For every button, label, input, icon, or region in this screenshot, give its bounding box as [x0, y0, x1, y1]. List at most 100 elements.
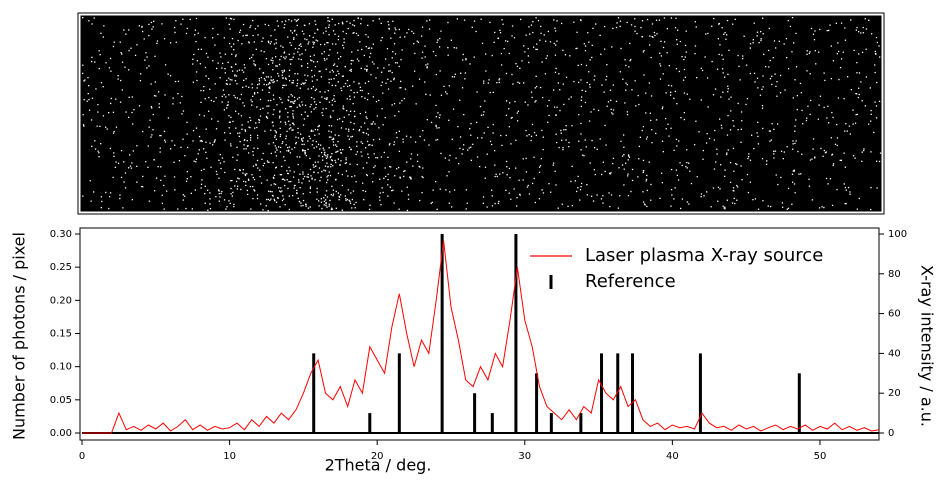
- detector-dot: [852, 155, 855, 157]
- detector-dot: [267, 210, 269, 212]
- detector-dot: [297, 197, 299, 199]
- detector-dot: [310, 59, 312, 61]
- detector-dot: [226, 104, 228, 106]
- detector-dot: [94, 148, 97, 150]
- detector-dot: [295, 136, 297, 138]
- detector-dot: [289, 170, 291, 172]
- detector-dot: [580, 63, 583, 66]
- detector-dot: [224, 72, 226, 74]
- detector-dot: [749, 159, 752, 161]
- detector-dot: [275, 42, 277, 44]
- detector-dot: [326, 97, 328, 99]
- detector-dot: [229, 202, 231, 205]
- detector-dot: [200, 169, 203, 172]
- detector-dot: [437, 112, 439, 114]
- detector-dot: [318, 200, 320, 202]
- detector-dot: [350, 89, 352, 91]
- detector-dot: [424, 56, 426, 58]
- detector-dot: [275, 167, 277, 169]
- detector-dot: [243, 180, 245, 183]
- detector-dot: [311, 76, 313, 78]
- detector-dot: [321, 207, 323, 210]
- detector-dot: [655, 119, 658, 121]
- detector-dot: [410, 176, 412, 178]
- detector-dot: [792, 97, 794, 99]
- detector-dot: [218, 200, 220, 202]
- detector-dot: [542, 136, 544, 138]
- detector-dot: [391, 104, 393, 106]
- detector-dot: [749, 181, 751, 183]
- detector-dot: [253, 178, 256, 181]
- detector-dot: [323, 200, 325, 202]
- detector-dot: [282, 77, 284, 79]
- detector-dot: [270, 76, 272, 78]
- detector-dot: [674, 187, 676, 189]
- detector-dot: [491, 54, 493, 57]
- detector-dot: [252, 151, 254, 153]
- detector-dot: [159, 135, 161, 137]
- detector-dot: [292, 80, 294, 82]
- detector-dot: [335, 161, 337, 164]
- detector-dot: [422, 176, 424, 179]
- detector-dot: [268, 143, 270, 145]
- detector-dot: [389, 143, 391, 145]
- detector-dot: [498, 200, 500, 203]
- detector-dot: [660, 55, 662, 57]
- detector-dot: [435, 124, 437, 126]
- detector-dot: [365, 147, 367, 149]
- detector-dot: [619, 71, 621, 73]
- detector-dot: [732, 120, 734, 122]
- detector-dot: [491, 189, 493, 191]
- detector-dot: [398, 130, 400, 132]
- detector-dot: [526, 186, 529, 188]
- detector-dot: [273, 98, 275, 100]
- detector-dot: [353, 203, 355, 206]
- detector-dot: [756, 77, 759, 79]
- detector-dot: [356, 151, 359, 153]
- detector-dot: [768, 66, 770, 68]
- detector-dot: [739, 79, 741, 81]
- detector-dot: [221, 157, 224, 159]
- detector-dot: [875, 117, 878, 119]
- detector-dot: [762, 17, 764, 19]
- detector-dot: [648, 161, 650, 163]
- detector-dot: [448, 202, 450, 204]
- detector-dot: [362, 167, 364, 169]
- detector-dot: [345, 170, 348, 172]
- detector-dot: [305, 155, 307, 157]
- detector-dot: [313, 61, 315, 63]
- detector-dot: [331, 69, 333, 71]
- detector-dot: [555, 184, 557, 186]
- detector-dot: [368, 208, 371, 210]
- detector-dot: [284, 58, 286, 60]
- detector-dot: [234, 75, 236, 77]
- detector-dot: [256, 197, 259, 200]
- detector-dot: [185, 32, 188, 35]
- detector-dot: [358, 60, 360, 62]
- detector-dot: [119, 101, 122, 103]
- detector-dot: [737, 102, 739, 105]
- detector-dot: [830, 45, 832, 47]
- detector-dot: [720, 124, 723, 126]
- detector-dot: [419, 135, 421, 138]
- detector-dot: [736, 199, 738, 201]
- detector-dot: [252, 154, 254, 156]
- detector-dot: [539, 39, 541, 41]
- detector-dot: [142, 130, 144, 133]
- detector-dot: [716, 68, 719, 70]
- detector-dot: [219, 52, 221, 54]
- detector-dot: [562, 83, 564, 85]
- detector-dot: [508, 108, 510, 110]
- detector-dot: [312, 46, 314, 48]
- detector-dot: [734, 202, 736, 205]
- detector-dot: [82, 72, 84, 75]
- detector-dot: [856, 26, 858, 29]
- detector-dot: [553, 106, 556, 108]
- detector-dot: [275, 147, 277, 149]
- detector-dot: [131, 162, 133, 164]
- detector-dot: [460, 72, 462, 74]
- detector-dot: [855, 93, 857, 95]
- detector-dot: [606, 75, 608, 78]
- detector-dot: [83, 99, 85, 101]
- detector-dot: [382, 124, 384, 126]
